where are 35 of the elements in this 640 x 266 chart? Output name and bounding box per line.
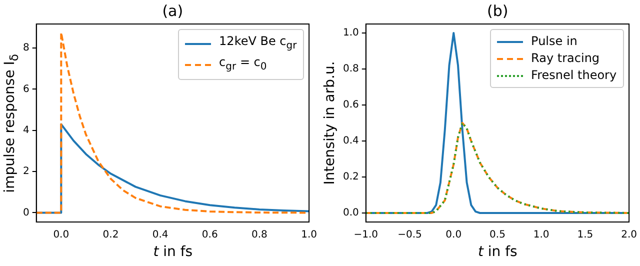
x-axis-title: t in fs — [478, 244, 518, 260]
y-tick-label: 8 — [22, 42, 30, 54]
y-tick-label: 4 — [22, 125, 30, 136]
x-tick-label: 1.0 — [301, 230, 317, 241]
legend-label: Pulse in — [531, 33, 578, 50]
x-tick-label: 0.5 — [490, 230, 506, 241]
x-tick-label: 0.2 — [102, 230, 119, 241]
x-tick-label: 1.0 — [533, 230, 550, 241]
legend-label: c$_{gr}$ = c$_{0}$ — [219, 54, 267, 75]
x-tick-label: 0.6 — [202, 230, 218, 241]
x-tick-label: 0.4 — [152, 230, 168, 241]
chart-title: (a) — [162, 2, 184, 20]
y-tick-label: 6 — [22, 84, 30, 95]
y-axis-title: Intensity in arb.u. — [322, 61, 338, 185]
line-series — [366, 122, 630, 214]
x-axis-title: t in fs — [153, 244, 193, 260]
x-tick-label: 0.8 — [252, 230, 268, 241]
x-tick-label: 2.0 — [621, 230, 637, 241]
y-tick-label: 2 — [22, 166, 30, 178]
x-tick-label: 0.0 — [53, 230, 70, 241]
y-tick-label: 0.0 — [342, 208, 359, 219]
y-tick-label: 1.0 — [342, 28, 359, 39]
y-tick-label: 0.6 — [342, 100, 359, 111]
x-tick-label: 0.0 — [446, 230, 462, 241]
x-tick-label: −1.0 — [354, 230, 378, 241]
y-tick-label: 0 — [22, 207, 30, 218]
x-tick-label: −0.5 — [398, 230, 422, 241]
legend-label: Ray tracing — [531, 50, 600, 67]
y-tick-label: 0.8 — [342, 64, 359, 75]
x-tick-label: 1.5 — [577, 230, 594, 241]
legend-label: Fresnel theory — [531, 67, 617, 84]
y-tick-label: 0.4 — [342, 136, 359, 147]
legend-label: 12keV Be c$_{gr}$ — [219, 33, 297, 54]
chart-title: (b) — [486, 2, 508, 20]
y-tick-label: 0.2 — [342, 172, 359, 183]
